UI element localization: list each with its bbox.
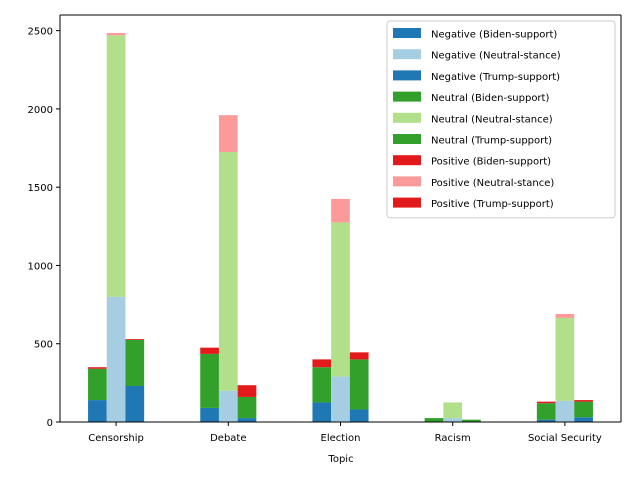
x-tick-label: Racism: [435, 433, 471, 444]
y-tick-label: 1000: [28, 261, 53, 272]
x-tick-label: Social Security: [528, 433, 602, 444]
legend-entry: Neutral (Trump-support): [431, 136, 552, 147]
legend-swatch: [393, 176, 421, 187]
bar-positive-trump-support-4: [574, 400, 593, 402]
bar-neutral-neutral-stance-2: [331, 222, 350, 377]
y-tick-label: 0: [47, 418, 53, 429]
legend-entry: Neutral (Neutral-stance): [431, 114, 553, 125]
bar-negative-biden-support-2: [312, 402, 332, 422]
legend-swatch: [393, 70, 421, 81]
bar-neutral-neutral-stance-3: [443, 402, 463, 419]
bar-neutral-neutral-stance-0: [106, 35, 126, 297]
bar-neutral-biden-support-1: [200, 353, 219, 408]
bar-negative-biden-support-1: [200, 407, 219, 422]
bar-neutral-trump-support-3: [462, 419, 481, 422]
x-tick-label: Censorship: [88, 433, 144, 444]
bar-positive-neutral-stance-4: [555, 313, 575, 318]
bar-neutral-trump-support-1: [237, 396, 257, 419]
y-tick-label: 2000: [28, 105, 53, 116]
bar-neutral-neutral-stance-1: [218, 151, 238, 391]
bar-negative-neutral-stance-3: [443, 418, 463, 422]
bar-positive-neutral-stance-0: [106, 33, 126, 36]
legend-entry: Negative (Trump-support): [431, 72, 560, 83]
bar-negative-trump-support-1: [237, 418, 257, 422]
bar-negative-biden-support-0: [88, 400, 107, 422]
legend-swatch: [393, 91, 421, 102]
bar-neutral-trump-support-2: [349, 359, 369, 410]
bar-negative-trump-support-4: [574, 417, 593, 422]
axes-layer: 0 500 1000 1500 2000 2500 Censorship Debate Elec…: [28, 14, 622, 444]
bar-positive-trump-support-1: [237, 385, 257, 397]
y-tick-label: 500: [34, 340, 53, 351]
bar-positive-neutral-stance-2: [331, 198, 350, 223]
bar-neutral-biden-support-2: [312, 367, 332, 403]
bar-negative-neutral-stance-4: [555, 400, 575, 422]
bar-positive-biden-support-1: [200, 347, 219, 354]
bar-neutral-biden-support-4: [536, 403, 556, 420]
legend: Negative (Biden-support) Negative (Neutra…: [386, 20, 616, 219]
y-tick-label: 1500: [28, 183, 53, 194]
bar-positive-trump-support-0: [125, 339, 145, 340]
bar-negative-trump-support-0: [125, 385, 145, 422]
legend-swatch: [393, 197, 421, 208]
legend-entry: Positive (Neutral-stance): [431, 178, 554, 189]
bar-positive-biden-support-2: [312, 359, 332, 368]
legend-entry: Negative (Neutral-stance): [431, 51, 561, 62]
bar-positive-biden-support-0: [88, 367, 107, 369]
x-tick-label: Election: [321, 433, 361, 444]
bar-negative-neutral-stance-1: [218, 390, 238, 422]
x-axis-label: Topic: [327, 454, 353, 465]
bar-positive-neutral-stance-1: [218, 115, 238, 152]
legend-swatch: [393, 28, 421, 38]
y-tick-label: 2500: [28, 27, 53, 38]
legend-swatch: [393, 112, 421, 123]
bar-neutral-neutral-stance-4: [555, 317, 575, 401]
legend-swatch: [393, 134, 421, 144]
bars-layer: [88, 33, 593, 422]
bar-positive-trump-support-2: [349, 352, 369, 360]
bar-negative-neutral-stance-2: [331, 376, 350, 422]
legend-entry: Positive (Trump-support): [431, 199, 554, 210]
bar-negative-biden-support-4: [536, 419, 556, 422]
bar-negative-trump-support-2: [349, 409, 369, 422]
bar-negative-neutral-stance-0: [106, 296, 126, 422]
legend-box: [386, 20, 616, 219]
x-tick-label: Debate: [210, 433, 246, 444]
legend-swatch: [393, 155, 421, 166]
legend-entry: Neutral (Biden-support): [431, 93, 549, 104]
bar-positive-biden-support-4: [536, 401, 556, 404]
legend-swatch: [393, 49, 421, 60]
bar-neutral-biden-support-3: [424, 418, 444, 422]
legend-entry: Positive (Biden-support): [431, 157, 551, 168]
bar-neutral-trump-support-0: [125, 339, 145, 386]
legend-entry: Negative (Biden-support): [431, 30, 557, 41]
bar-neutral-trump-support-4: [574, 401, 593, 418]
bar-neutral-biden-support-0: [88, 368, 107, 401]
